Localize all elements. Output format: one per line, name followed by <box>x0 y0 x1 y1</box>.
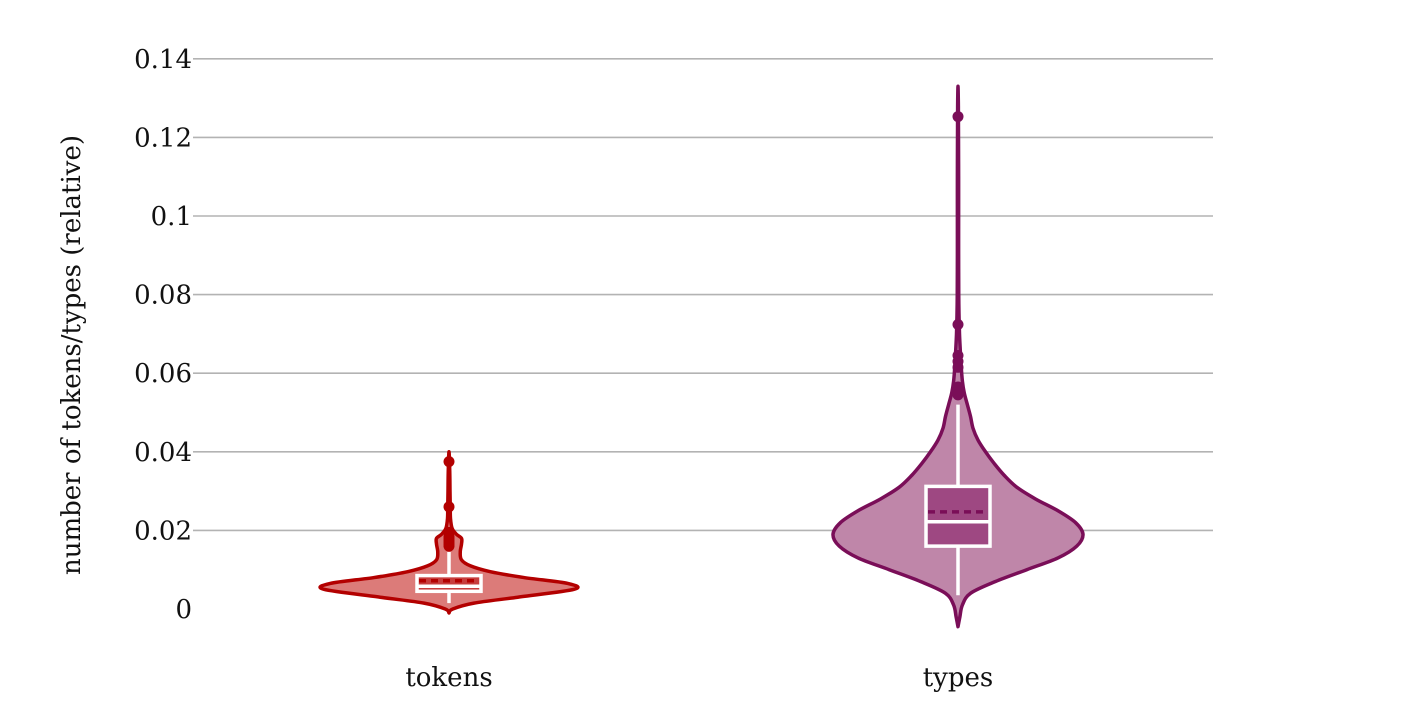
y-tick-label: 0.1 <box>151 202 192 232</box>
category-label-types: types <box>923 663 994 693</box>
outlier-point <box>952 361 964 373</box>
gridlines <box>193 57 1213 532</box>
y-tick-label: 0.04 <box>134 438 192 468</box>
box <box>924 484 992 548</box>
y-tick-label: 0.14 <box>134 45 192 75</box>
y-tick-label: 0.08 <box>134 281 192 311</box>
y-tick-label: 0.02 <box>134 516 192 546</box>
y-tick-label: 0.12 <box>134 123 192 153</box>
category-labels: tokens types <box>405 663 993 693</box>
box <box>415 573 483 594</box>
violin-tokens <box>318 450 580 615</box>
y-tick-label: 0.06 <box>134 359 192 389</box>
violins <box>318 84 1085 629</box>
y-tick-label: 0 <box>175 595 192 625</box>
outlier-point <box>443 540 455 552</box>
y-axis-title: number of tokens/types (relative) <box>57 135 87 575</box>
outlier-point <box>952 318 964 330</box>
outlier-point <box>952 389 964 401</box>
y-tick-labels: 0 0.02 0.04 0.06 0.08 0.1 0.12 0.14 <box>134 45 192 625</box>
outlier-point <box>443 501 455 513</box>
violin-types <box>831 84 1085 629</box>
outlier-point <box>443 456 455 468</box>
category-label-tokens: tokens <box>405 663 492 693</box>
outlier-point <box>952 111 964 123</box>
